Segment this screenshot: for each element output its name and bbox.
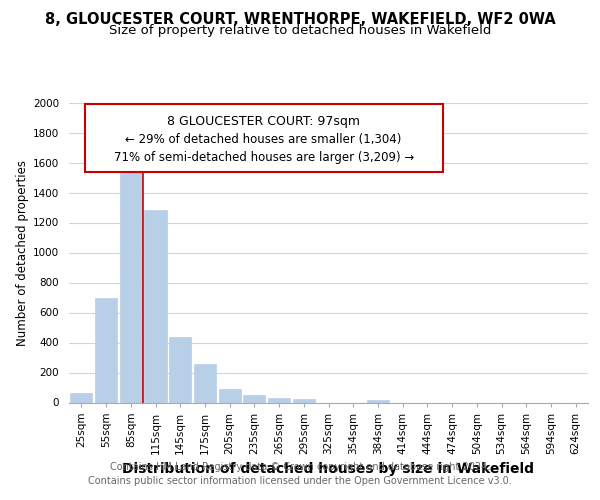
Bar	[119, 156, 142, 402]
Bar	[70, 393, 92, 402]
Bar	[194, 364, 216, 403]
Bar	[293, 399, 315, 402]
Text: Contains HM Land Registry data © Crown copyright and database right 2024.: Contains HM Land Registry data © Crown c…	[110, 462, 490, 472]
Bar	[95, 298, 117, 403]
Bar	[367, 400, 389, 402]
Bar	[145, 210, 167, 402]
Text: ← 29% of detached houses are smaller (1,304): ← 29% of detached houses are smaller (1,…	[125, 132, 402, 145]
Text: Size of property relative to detached houses in Wakefield: Size of property relative to detached ho…	[109, 24, 491, 37]
Y-axis label: Number of detached properties: Number of detached properties	[16, 160, 29, 346]
Bar	[169, 336, 191, 402]
Text: Contains public sector information licensed under the Open Government Licence v3: Contains public sector information licen…	[88, 476, 512, 486]
Text: 71% of semi-detached houses are larger (3,209) →: 71% of semi-detached houses are larger (…	[113, 150, 414, 164]
Bar	[243, 394, 265, 402]
Bar	[218, 390, 241, 402]
X-axis label: Distribution of detached houses by size in Wakefield: Distribution of detached houses by size …	[122, 462, 535, 476]
Text: 8 GLOUCESTER COURT: 97sqm: 8 GLOUCESTER COURT: 97sqm	[167, 114, 360, 128]
Text: 8, GLOUCESTER COURT, WRENTHORPE, WAKEFIELD, WF2 0WA: 8, GLOUCESTER COURT, WRENTHORPE, WAKEFIE…	[44, 12, 556, 28]
FancyBboxPatch shape	[85, 104, 443, 172]
Bar	[268, 398, 290, 402]
